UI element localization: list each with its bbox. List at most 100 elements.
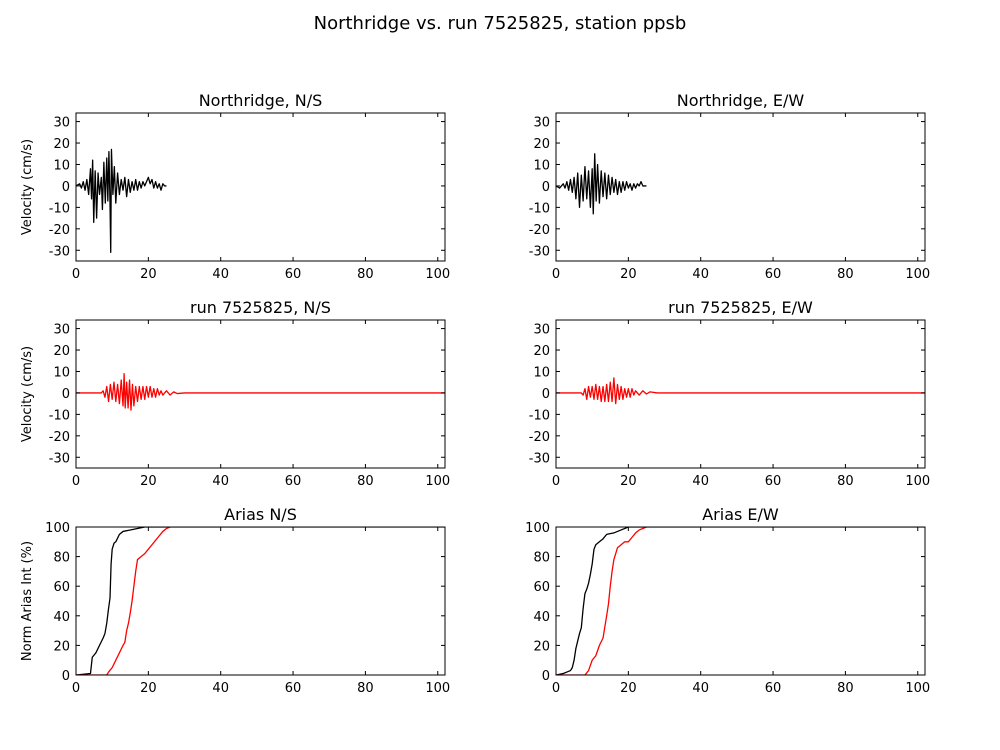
x-tick-label: 60 xyxy=(765,681,782,696)
x-tick-label: 20 xyxy=(140,474,157,489)
y-tick-label: 0 xyxy=(542,387,550,402)
series-line-1 xyxy=(556,527,647,675)
x-tick-label: 100 xyxy=(425,267,450,282)
y-tick-label: 20 xyxy=(53,344,70,359)
y-tick-label: 20 xyxy=(533,137,550,152)
y-tick-label: -30 xyxy=(49,451,70,466)
x-tick-label: 60 xyxy=(285,474,302,489)
x-tick-label: 60 xyxy=(765,474,782,489)
figure-title: Northridge vs. run 7525825, station ppsb xyxy=(314,13,687,34)
y-tick-label: -10 xyxy=(529,201,550,216)
series-line-2 xyxy=(556,527,925,675)
panel-title: Arias N/S xyxy=(224,505,297,524)
x-tick-label: 100 xyxy=(905,474,930,489)
y-tick-label: -20 xyxy=(49,430,70,445)
y-tick-label: -30 xyxy=(529,451,550,466)
y-tick-label: -10 xyxy=(529,408,550,423)
x-tick-label: 80 xyxy=(357,474,374,489)
y-tick-label: 30 xyxy=(533,116,550,131)
x-tick-label: 40 xyxy=(212,681,229,696)
x-tick-label: 80 xyxy=(837,474,854,489)
y-tick-label: 10 xyxy=(53,158,70,173)
y-tick-label: 10 xyxy=(53,365,70,380)
y-tick-label: 30 xyxy=(533,323,550,338)
y-tick-label: 0 xyxy=(62,669,70,684)
y-tick-label: -30 xyxy=(49,244,70,259)
x-tick-label: 60 xyxy=(285,681,302,696)
y-tick-label: 0 xyxy=(542,669,550,684)
panel-title: Arias E/W xyxy=(702,505,779,524)
x-tick-label: 60 xyxy=(765,267,782,282)
x-tick-label: 80 xyxy=(837,267,854,282)
y-tick-label: 40 xyxy=(533,610,550,625)
y-axis-label: Velocity (cm/s) xyxy=(20,346,35,442)
y-tick-label: 20 xyxy=(53,137,70,152)
x-tick-label: 0 xyxy=(72,681,80,696)
panel-title: Northridge, N/S xyxy=(199,91,323,110)
x-tick-label: 80 xyxy=(357,681,374,696)
y-tick-label: 60 xyxy=(533,580,550,595)
y-tick-label: 10 xyxy=(533,158,550,173)
axes-frame xyxy=(75,112,446,262)
y-tick-label: 0 xyxy=(62,180,70,195)
y-tick-label: -30 xyxy=(529,244,550,259)
y-tick-label: 20 xyxy=(53,639,70,654)
y-tick-label: 30 xyxy=(53,116,70,131)
x-tick-label: 20 xyxy=(620,681,637,696)
y-axis-label: Velocity (cm/s) xyxy=(20,139,35,235)
panel-5: 0 20 40 60 80 100 0 20 40 60 80 100 Arias N/S Norm Ar… xyxy=(20,505,450,696)
series-line-1 xyxy=(556,377,925,405)
panel-title: run 7525825, E/W xyxy=(668,298,813,317)
panel-title: Northridge, E/W xyxy=(677,91,805,110)
y-tick-label: 80 xyxy=(533,551,550,566)
series-line-1 xyxy=(76,148,167,254)
y-tick-label: 100 xyxy=(45,521,70,536)
x-tick-label: 60 xyxy=(285,267,302,282)
x-tick-label: 80 xyxy=(837,681,854,696)
x-tick-label: 0 xyxy=(552,474,560,489)
series-line-2 xyxy=(76,527,445,675)
panels: 0 20 40 60 80 100-30-20-100102030Northridge, … xyxy=(20,91,930,696)
y-axis-label: Norm Arias Int (%) xyxy=(20,541,35,661)
x-tick-label: 100 xyxy=(905,681,930,696)
x-tick-label: 20 xyxy=(620,267,637,282)
panel-title: run 7525825, N/S xyxy=(190,298,331,317)
series-line-1 xyxy=(556,153,647,215)
x-tick-label: 0 xyxy=(552,681,560,696)
y-tick-label: -20 xyxy=(49,223,70,238)
y-tick-label: -20 xyxy=(529,430,550,445)
x-tick-label: 20 xyxy=(140,267,157,282)
x-tick-label: 0 xyxy=(72,267,80,282)
axes-frame xyxy=(75,526,446,676)
x-tick-label: 100 xyxy=(425,681,450,696)
x-tick-label: 20 xyxy=(620,474,637,489)
panel-2: 0 20 40 60 80 100 -30 -20 -10 0 10 20 30 Northridge, … xyxy=(529,91,930,282)
x-tick-label: 0 xyxy=(552,267,560,282)
x-tick-label: 100 xyxy=(905,267,930,282)
x-tick-label: 40 xyxy=(212,474,229,489)
axes-frame xyxy=(555,526,926,676)
y-tick-label: 80 xyxy=(53,551,70,566)
y-tick-label: 0 xyxy=(542,180,550,195)
y-tick-label: 20 xyxy=(533,639,550,654)
y-tick-label: 10 xyxy=(533,365,550,380)
panel-6: 0 20 40 60 80 100 0 20 40 60 80 100 Arias E/W xyxy=(525,505,930,696)
y-tick-label: -10 xyxy=(49,408,70,423)
x-tick-label: 40 xyxy=(692,681,709,696)
y-tick-label: 20 xyxy=(533,344,550,359)
y-tick-label: 40 xyxy=(53,610,70,625)
x-tick-label: 20 xyxy=(140,681,157,696)
x-tick-label: 40 xyxy=(692,474,709,489)
x-tick-label: 40 xyxy=(212,267,229,282)
axes-frame xyxy=(555,112,926,262)
y-tick-label: 60 xyxy=(53,580,70,595)
x-tick-label: 40 xyxy=(692,267,709,282)
panel-3: 0 20 40 60 80 100 -30 -20 -10 0 10 20 30 run 7525825,… xyxy=(20,298,450,489)
axes-frame xyxy=(555,319,926,469)
panel-1: 0 20 40 60 80 100 -30 -20 -10 0 10 20 30 Northridge, … xyxy=(20,91,450,282)
axes-frame xyxy=(75,319,446,469)
panel-4: 0 20 40 60 80 100 -30 -20 -10 0 10 20 30 run 7525825,… xyxy=(529,298,930,489)
series-line-1 xyxy=(76,372,445,411)
series-line-1 xyxy=(76,527,167,675)
